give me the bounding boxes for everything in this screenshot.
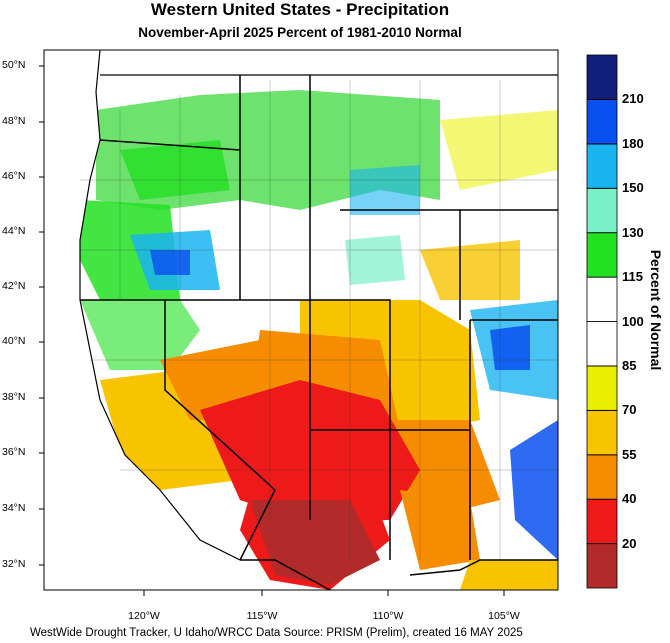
- map-area: [44, 50, 558, 590]
- map-subtitle: November-April 2025 Percent of 1981-2010…: [138, 25, 462, 40]
- lat-label: 32°N: [2, 558, 26, 570]
- map-title: Western United States - Precipitation: [150, 0, 450, 19]
- colorbar-bin: [586, 543, 618, 589]
- lat-ticks: [39, 65, 44, 566]
- colorbar: [586, 54, 618, 589]
- lon-label: 110°W: [372, 610, 404, 622]
- colorbar-bin: [586, 99, 618, 145]
- colorbar-bin: [586, 276, 618, 322]
- colorbar-bin: [586, 54, 618, 100]
- colorbar-label: 100: [622, 313, 644, 329]
- lat-label: 46°N: [2, 170, 26, 182]
- lat-label: 40°N: [2, 335, 26, 347]
- lat-label: 48°N: [2, 115, 26, 127]
- colorbar-label: 70: [622, 402, 637, 418]
- colorbar-bin: [586, 143, 618, 189]
- colorbar-title: Percent of Normal: [648, 249, 664, 371]
- colorbar-label: 150: [622, 180, 644, 196]
- map-footer: WestWide Drought Tracker, U Idaho/WRCC D…: [30, 627, 523, 639]
- colorbar-label: 85: [622, 357, 637, 373]
- colorbar-label: 40: [622, 491, 637, 507]
- map-frame: [43, 49, 559, 591]
- lat-label: 50°N: [2, 59, 26, 71]
- colorbar-label: 130: [622, 224, 644, 240]
- lon-ticks: [143, 590, 505, 596]
- lon-label: 105°W: [488, 610, 520, 622]
- colorbar-label: 180: [622, 135, 644, 151]
- lat-label: 34°N: [2, 502, 26, 514]
- colorbar-label: 115: [622, 269, 643, 285]
- colorbar-label: 210: [622, 91, 644, 107]
- lon-label: 115°W: [246, 610, 278, 622]
- colorbar-bin: [586, 454, 618, 500]
- colorbar-bin: [586, 498, 618, 544]
- lat-label: 42°N: [2, 280, 26, 292]
- lon-label: 120°W: [128, 610, 160, 622]
- lat-label: 36°N: [2, 446, 26, 458]
- colorbar-label: 20: [622, 535, 637, 551]
- colorbar-bin: [586, 232, 618, 278]
- colorbar-bin: [586, 365, 618, 411]
- colorbar-bin: [586, 321, 618, 367]
- lat-label: 38°N: [2, 391, 26, 403]
- colorbar-bin: [586, 409, 618, 456]
- colorbar-bin: [586, 187, 618, 234]
- lat-label: 44°N: [2, 225, 26, 237]
- colorbar-label: 55: [622, 446, 637, 462]
